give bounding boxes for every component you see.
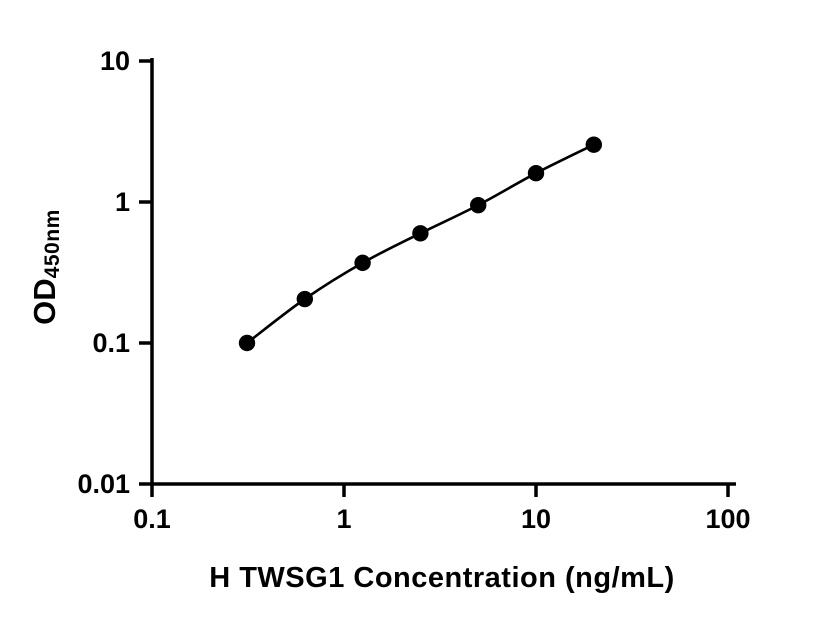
data-point [354, 254, 371, 272]
x-tick-label: 100 [705, 504, 750, 534]
data-point [412, 225, 429, 242]
x-tick-label: 0.1 [133, 504, 171, 534]
data-point [470, 196, 487, 214]
data-point [527, 165, 545, 182]
data-point [585, 136, 602, 153]
axis-spines [150, 58, 736, 486]
y-tick-label: 1 [115, 187, 130, 217]
y-tick-label: 10 [100, 46, 130, 76]
y-tick-label: 0.1 [92, 328, 130, 358]
y-axis-title: OD450nm [27, 209, 65, 325]
x-tick-label: 1 [336, 504, 351, 534]
x-axis-title: H TWSG1 Concentration (ng/mL) [209, 562, 675, 594]
y-axis-title-subscript: 450nm [40, 209, 64, 279]
data-point [238, 334, 256, 352]
data-point [296, 290, 314, 308]
y-axis-title-main: OD [27, 278, 63, 325]
y-tick-label: 0.01 [77, 469, 130, 499]
x-tick-label: 10 [521, 504, 551, 534]
